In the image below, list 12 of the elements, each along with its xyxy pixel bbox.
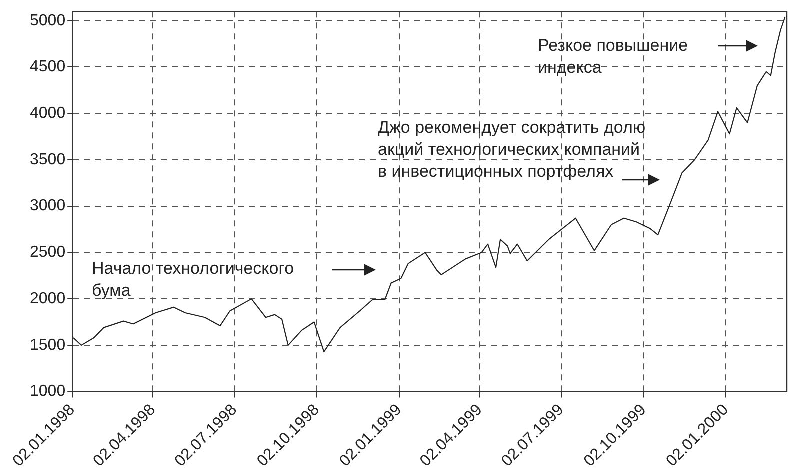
annotation: Джо рекомендует сократить долю акций технологических компаний в инвестиционных портфелях	[377, 117, 647, 183]
annotation: Резкое повышение индекса	[537, 35, 690, 79]
annotation: Начало технологического бума	[91, 258, 296, 302]
y-tick-label: 2000	[30, 290, 66, 308]
y-tick-label: 1500	[30, 336, 66, 354]
y-tick-label: 4000	[30, 105, 66, 122]
y-tick-label: 4500	[30, 58, 66, 76]
y-tick-label: 5000	[30, 12, 66, 30]
y-tick-label: 2500	[30, 244, 66, 262]
y-tick-label: 1000	[30, 383, 66, 400]
y-tick-label: 3500	[30, 151, 66, 168]
y-tick-label: 3000	[30, 198, 66, 215]
